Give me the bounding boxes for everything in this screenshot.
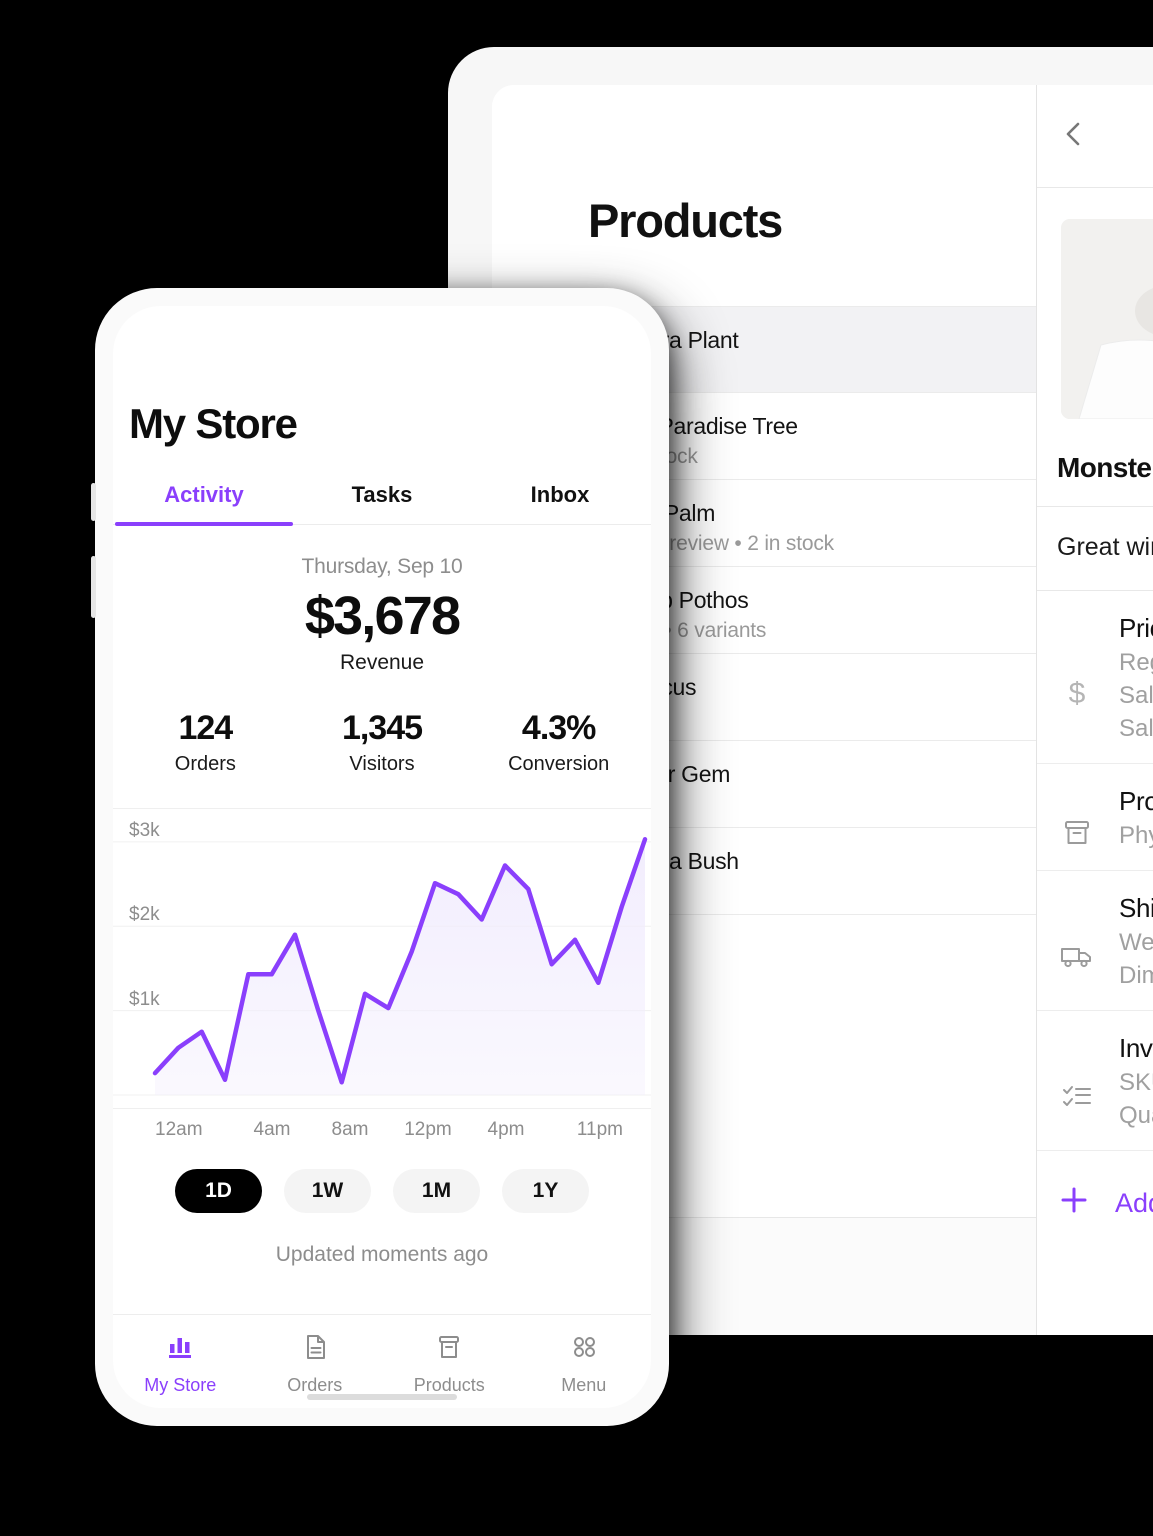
range-1d[interactable]: 1D [175, 1169, 262, 1213]
updated-status: Updated moments ago [275, 1243, 489, 1266]
section-title: Product type [1119, 786, 1153, 816]
revenue-value: $3,678 [304, 586, 461, 646]
section-line: Dimensions: 12 x 12 x 20 in [1119, 962, 1153, 989]
stat-value: 1,345 [341, 709, 423, 747]
section-line: Regular price: $29.00 [1119, 649, 1153, 676]
chart-xtick-label: 4pm [487, 1119, 525, 1140]
chart-xtick-label: 8am [331, 1119, 369, 1140]
chart-xtick-label: 12pm [404, 1119, 452, 1140]
section-line: Sale price: $24.00 [1119, 682, 1153, 709]
tablet-page-title: Products [588, 194, 783, 247]
phone-device: My Store Activity Tasks Inbox Thursday, … [91, 288, 669, 1426]
add-more-label: Add more details [1115, 1188, 1153, 1218]
chart-xtick-label: 11pm [576, 1119, 623, 1140]
product-detail-title: Monstera Plant [1037, 419, 1153, 507]
revenue-label: Revenue [339, 651, 425, 674]
page-title: My Store [129, 400, 298, 447]
tab-tasks[interactable]: Tasks [351, 482, 413, 507]
activity-date: Thursday, Sep 10 [301, 555, 463, 578]
phone-tabbar: My Store Orders [113, 1314, 651, 1408]
revenue-chart-svg [113, 809, 651, 1096]
section-line: Physical product [1119, 822, 1153, 849]
detail-section-inventory[interactable]: Inventory SKU: 1004-MON Quantity: 24 [1037, 1011, 1153, 1151]
tabbar-item-menu[interactable]: Menu [517, 1333, 652, 1396]
chart-ytick-label: $3k [129, 819, 160, 841]
box-icon [1057, 786, 1097, 850]
tabbar-label: My Store [144, 1375, 217, 1395]
tabbar-item-orders[interactable]: Orders [248, 1333, 383, 1396]
tab-inbox[interactable]: Inbox [530, 482, 590, 507]
chart-range-selector: 1D 1W 1M 1Y [113, 1169, 651, 1213]
phone-tabs: Activity Tasks Inbox [113, 482, 651, 526]
stat-value: 124 [178, 709, 233, 747]
revenue-chart[interactable]: $3k $2k $1k [113, 808, 651, 1108]
tabbar-label: Products [413, 1375, 485, 1395]
add-more-details-button[interactable]: Add more details [1037, 1151, 1153, 1256]
range-1m[interactable]: 1M [393, 1169, 480, 1213]
detail-section-shipping[interactable]: Shipping Weight: 4 lb Dimensions: 12 x 1… [1037, 871, 1153, 1011]
plus-icon [1059, 1185, 1089, 1222]
stat-label: Visitors [349, 753, 415, 775]
stat-label: Orders [174, 753, 236, 775]
tabbar-item-my-store[interactable]: My Store [113, 1333, 248, 1396]
tab-activity[interactable]: Activity [115, 482, 293, 526]
chart-ytick-label: $1k [129, 988, 160, 1010]
truck-icon [1057, 893, 1097, 990]
section-line: Weight: 4 lb [1119, 929, 1153, 956]
section-title: Inventory [1119, 1033, 1153, 1063]
stat-conversion: 4.3% Conversion [470, 709, 647, 776]
chevron-left-icon[interactable] [1057, 117, 1091, 156]
chart-ytick-label: $2k [129, 904, 160, 926]
tablet-detail-header [1037, 85, 1153, 188]
svg-text:$: $ [1069, 677, 1086, 710]
detail-section-price[interactable]: $ Price Regular price: $29.00 Sale price… [1037, 591, 1153, 764]
home-indicator [307, 1394, 457, 1400]
detail-section-product-type[interactable]: Product type Physical product [1037, 764, 1153, 871]
box-icon [434, 1333, 464, 1366]
stat-orders: 124 Orders [117, 709, 294, 776]
bar-chart-icon [165, 1333, 195, 1366]
range-1y[interactable]: 1Y [502, 1169, 589, 1213]
stat-value: 4.3% [521, 709, 596, 747]
stat-visitors: 1,345 Visitors [294, 709, 471, 776]
tabbar-label: Menu [561, 1375, 607, 1395]
section-line: SKU: 1004-MON [1119, 1069, 1153, 1096]
stat-label: Conversion [508, 753, 610, 775]
range-1w[interactable]: 1W [284, 1169, 371, 1213]
tabbar-item-products[interactable]: Products [382, 1333, 517, 1396]
chart-xtick-label: 4am [253, 1119, 291, 1140]
section-title: Price [1119, 613, 1153, 643]
document-icon [300, 1333, 330, 1366]
tablet-detail-pane: Monstera Plant Great winter plant $ Pric… [1037, 85, 1153, 1335]
phone-side-button [91, 483, 96, 521]
section-title: Shipping [1119, 893, 1153, 923]
chart-xtick-label: 12am [155, 1119, 203, 1140]
phone-screen: My Store Activity Tasks Inbox Thursday, … [113, 306, 651, 1408]
grid-dots-icon [569, 1333, 599, 1366]
product-detail-description: Great winter plant [1037, 507, 1153, 591]
section-line: Sale dates: Sep 1 – Sep 30 [1119, 715, 1153, 742]
dollar-icon: $ [1057, 613, 1097, 743]
chart-xaxis: 12am 4am 8am 12pm 4pm 11pm [113, 1108, 651, 1141]
tabbar-label: Orders [287, 1375, 343, 1395]
product-photo [1061, 219, 1153, 419]
phone-volume-button [91, 556, 96, 618]
section-line: Quantity: 24 [1119, 1102, 1153, 1129]
checklist-icon [1057, 1033, 1097, 1130]
stats-row: 124 Orders 1,345 Visitors 4.3% Conversio… [113, 709, 651, 776]
